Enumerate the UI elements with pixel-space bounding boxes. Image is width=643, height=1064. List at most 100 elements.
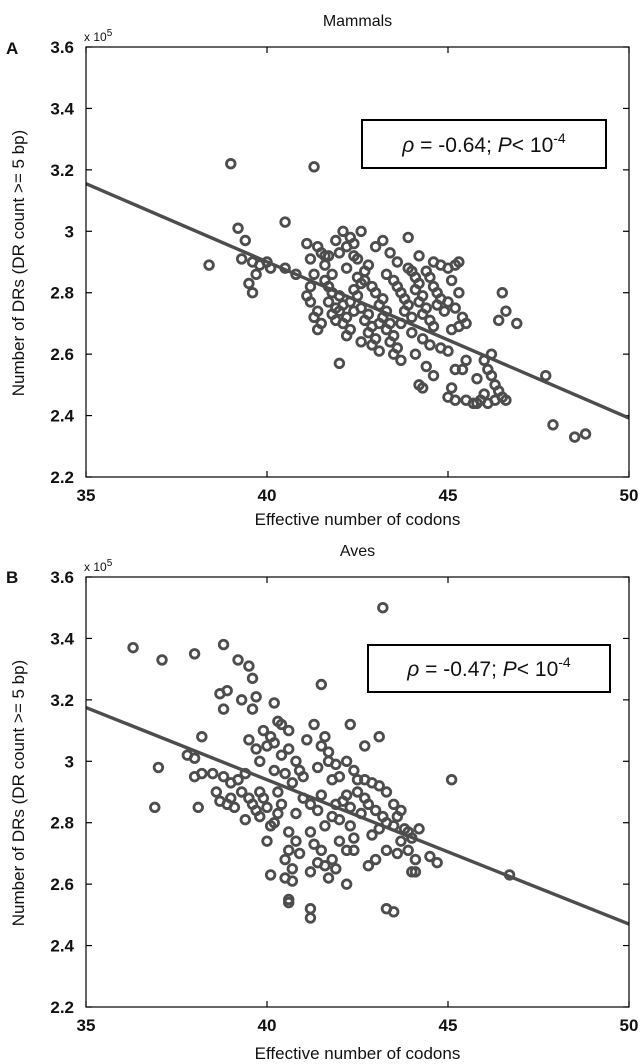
panel-b-data-point [221,684,233,697]
panel-b-data-point [395,804,407,817]
panel-b-data-point [319,860,331,872]
panel-b-fit-line [85,705,630,926]
panel-b-data-point [210,786,223,798]
panel-a-data-point [377,234,389,247]
panel-a-data-point [406,311,418,323]
panel-a: A Mammals x 105 Number of DRs (DR count … [6,13,638,529]
panel-a-data-point [445,274,458,287]
panel-b-data-point [261,801,273,814]
panel-a-data-point [489,394,501,406]
panel-a-p-value: < 10 [512,134,553,157]
panel-a-data-point [579,428,592,440]
panel-b-data-point [196,731,208,743]
panel-a-data-point [250,268,262,280]
panel-b-data-point [366,829,378,841]
panel-b-data-point [348,844,360,857]
panel-a-y-multiplier-base: x 10 [84,30,107,44]
panel-a-data-point [232,222,244,234]
panel-a-x-axis-label: Effective number of codons [255,510,461,529]
panel-b-data-point [315,844,328,857]
panel-b-y-tick-label: 2.8 [50,814,74,833]
panel-b-data-point [333,835,346,847]
panel-a-y-multiplier: x 105 [84,28,113,44]
panel-a-data-point [239,234,251,247]
panel-a-data-point [442,296,454,308]
panel-b-data-point [272,807,284,820]
panel-b-data-point [152,761,165,774]
panel-a-data-point [416,308,429,320]
panel-b-data-point [369,853,382,866]
panel-a-annotation-text: ρ = -0.64; P< 10-4 [401,130,566,157]
panel-b-data-point [127,641,139,654]
panel-a-data-point [304,253,317,265]
panel-a-data-point [413,250,425,262]
panel-b-data-point [304,912,317,924]
panel-a-data-point [330,234,342,247]
panel-b-data-point [268,764,280,777]
panel-b-data-point [232,654,244,666]
panel-a-data-point [416,333,429,345]
panel-a-data-point [449,394,461,406]
panel-b-data-point [304,866,317,878]
panel-b-points [127,602,516,924]
panel-a-data-point [333,247,346,259]
panel-a-p-symbol: P [498,134,512,157]
panel-b-data-point [239,813,251,826]
panel-b-data-point [250,743,262,755]
panel-b-data-point [362,860,375,872]
panel-a-data-point [420,360,432,373]
panel-b-data-point [330,758,342,771]
panel-b-data-point [217,770,230,783]
panel-b-x-tick-label: 35 [77,1016,96,1035]
panel-b-data-point [246,703,259,715]
panel-b-data-point [225,792,237,804]
panel-b-y-multiplier: x 105 [84,558,113,574]
panel-a-data-point [540,369,552,382]
panel-a-y-multiplier-exp: 5 [107,28,113,39]
panel-b-data-point [228,801,241,814]
panel-b-y-multiplier-exp: 5 [107,558,113,569]
panel-a-data-point [355,336,367,348]
panel-b-data-point [388,798,400,810]
panel-a-data-point [326,268,338,280]
panel-b-data-point [217,638,230,651]
panel-b-data-point [217,703,230,715]
panel-a-y-ticks: 2.2 2.4 2.6 2.8 3 3.2 3.4 3.6 [50,38,629,487]
panel-a-data-point [380,323,393,336]
panel-b-data-point [388,906,400,918]
panel-b-data-point [315,678,328,691]
panel-b-data-point [359,740,371,752]
panel-b-x-tick-label: 40 [258,1016,277,1035]
panel-b-data-point [188,770,201,783]
panel-b-y-multiplier-base: x 10 [84,560,107,574]
panel-b-data-point [340,878,353,890]
panel-a-data-point [373,317,385,330]
panel-a-data-point [424,339,436,351]
panel-b-data-point [308,838,320,850]
panel-a-data-point [340,262,353,274]
panel-a-data-point [359,274,371,287]
panel-a-data-point [384,336,396,348]
panel-a-data-point [337,317,349,330]
panel-a-y-tick-label: 3 [65,222,74,241]
panel-b-y-tick-label: 3.2 [50,691,74,710]
panel-b-y-tick-label: 2.6 [50,875,74,894]
panel-a-data-point [427,369,440,382]
panel-a-rho-value: = -0.64; [414,134,497,157]
panel-a-data-point [351,253,364,265]
panel-b-y-tick-label: 3 [65,752,74,771]
panel-a-y-tick-label: 2.6 [50,345,74,364]
panel-b-data-point [283,743,295,755]
panel-a-data-point [373,345,385,357]
panel-b-data-point [254,755,266,767]
panel-b-data-point [304,826,317,838]
panel-b-axes-frame [85,576,630,1008]
panel-a-data-point [362,326,375,339]
panel-a-data-point [453,256,465,268]
panel-b-data-point [362,798,375,810]
panel-a-y-tick-label: 3.2 [50,161,74,180]
panel-b-y-tick-label: 2.4 [50,937,74,956]
panel-b-data-point [445,774,458,786]
panel-b-data-point [315,740,328,752]
